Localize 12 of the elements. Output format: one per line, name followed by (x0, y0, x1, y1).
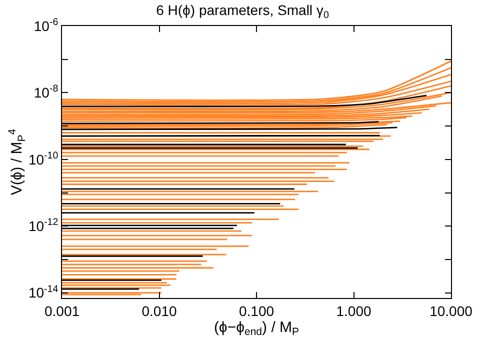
chart-title: 6 H(ϕ) parameters, Small γ$_{0}$ (156, 2, 330, 21)
y-tick-label: 10$^{-8}$ (34, 84, 59, 101)
x-tick-label: 0.100 (238, 302, 274, 319)
y-tick-label: 10$^{-10}$ (28, 150, 59, 168)
y-tick-label: 10$^{-14}$ (28, 284, 59, 301)
y-tick-label: 10$^{-6}$ (34, 17, 59, 34)
x-tick-label: 0.001 (44, 302, 80, 319)
x-axis-title: (ϕ−ϕ$_{end}$) / M$_{P}$ (214, 318, 300, 338)
y-tick-label: 10$^{-12}$ (28, 217, 58, 234)
x-tick-label: 0.010 (142, 302, 177, 319)
x-tick-label: 10.000 (430, 302, 473, 319)
x-tick-label: 1.000 (336, 302, 372, 319)
